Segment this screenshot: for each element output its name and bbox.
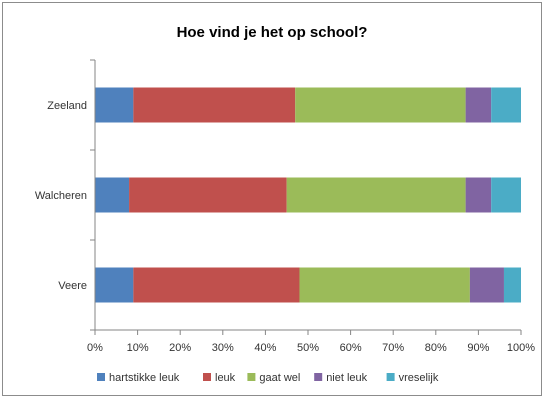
legend-label: leuk [215,372,236,384]
x-tick-label: 50% [297,342,319,354]
bar-segment-vreselijk [491,177,521,213]
y-axis: Zeeland Walcheren Veere [35,59,96,331]
bar-segment-niet-leuk [469,267,504,303]
chart-frame: Hoe vind je het op school? Zeeland Walche… [2,2,542,396]
bar-segment-leuk [129,177,287,213]
y-tick-label: Zeeland [47,100,87,112]
legend-swatch [203,373,211,381]
x-tick-label: 70% [382,342,404,354]
legend-swatch [386,373,395,381]
x-tick-label: 90% [467,342,489,354]
legend-item: leuk [203,372,236,384]
legend-item: gaat wel [247,372,300,384]
bar-segment-leuk [133,267,300,303]
bar-segment-vreselijk [503,267,521,303]
legend-swatch [97,373,105,381]
legend-label: niet leuk [326,372,367,384]
legend-swatch [247,373,256,381]
y-tick-label: Walcheren [35,190,87,202]
x-tick-label: 80% [425,342,447,354]
bar-segment-niet-leuk [465,177,492,213]
x-tick-label: 30% [212,342,234,354]
legend-item: vreselijk [386,372,439,384]
legend-item: niet leuk [314,372,368,384]
legend: hartstikke leuk leuk gaat wel niet leuk vres… [97,372,439,384]
legend-item: hartstikke leuk [97,372,180,384]
bar-segment-vreselijk [491,87,521,123]
x-tick-label: 60% [340,342,362,354]
bar-segment-niet-leuk [465,87,492,123]
legend-label: gaat wel [259,372,300,384]
y-tick-label: Veere [58,280,87,292]
x-tick-label: 40% [254,342,276,354]
bar-segment-gaat-wel [299,267,470,303]
bar-segment-gaat-wel [286,177,466,213]
legend-label: vreselijk [399,372,439,384]
x-tick-label: 0% [87,342,103,354]
chart-title: Hoe vind je het op school? [177,24,368,41]
plot-area [95,87,521,303]
x-tick-label: 100% [507,342,535,354]
legend-swatch [314,373,323,381]
bar-segment-hartstikke-leuk [95,267,134,303]
bar-segment-hartstikke-leuk [95,87,134,123]
bar-segment-hartstikke-leuk [95,177,130,213]
bar-segment-leuk [133,87,296,123]
legend-label: hartstikke leuk [109,372,180,384]
x-tick-label: 10% [127,342,149,354]
bar-segment-gaat-wel [295,87,466,123]
x-axis: 0% 10% 20% 30% 40% 50% 60% 70% 80% 90% 100% [87,329,535,354]
chart-svg: Hoe vind je het op school? Zeeland Walche… [35,24,535,384]
x-tick-label: 20% [169,342,191,354]
